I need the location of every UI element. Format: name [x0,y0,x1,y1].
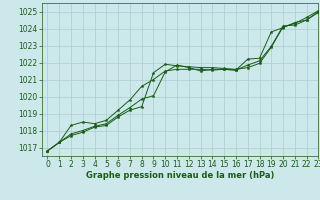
X-axis label: Graphe pression niveau de la mer (hPa): Graphe pression niveau de la mer (hPa) [86,171,274,180]
